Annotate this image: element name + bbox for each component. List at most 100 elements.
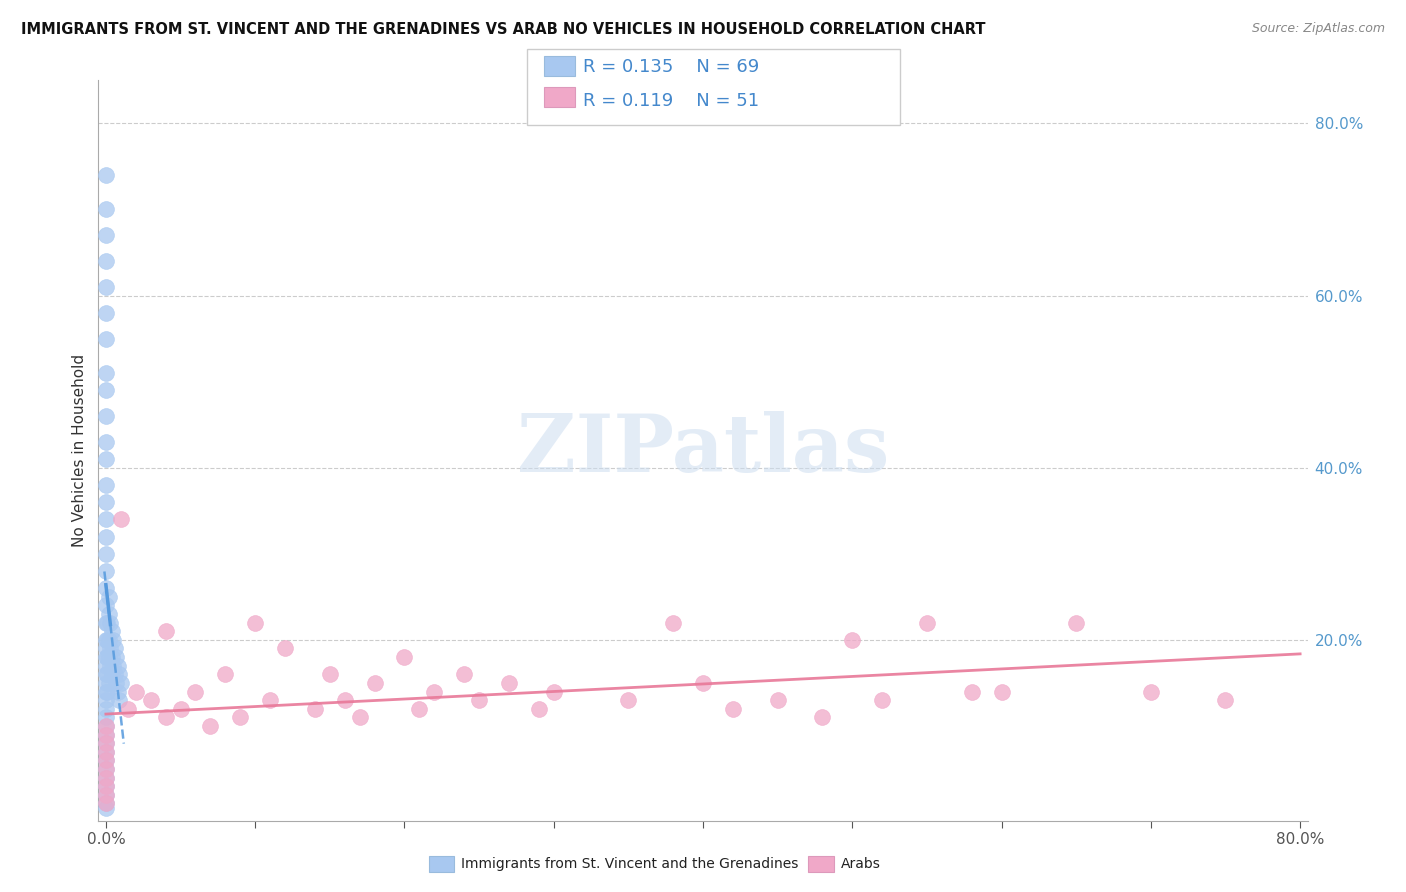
Point [94,771,117,785]
Point [101,624,124,639]
Point [333,693,356,707]
Point [94,702,117,716]
Point [94,727,117,741]
Text: Immigrants from St. Vincent and the Grenadines: Immigrants from St. Vincent and the Gren… [461,857,799,871]
Text: IMMIGRANTS FROM ST. VINCENT AND THE GRENADINES VS ARAB NO VEHICLES IN HOUSEHOLD : IMMIGRANTS FROM ST. VINCENT AND THE GREN… [21,22,986,37]
Point [94,650,117,665]
Point [94,762,117,776]
Point [96,684,118,698]
Point [94,788,117,802]
Point [139,693,162,707]
Point [990,684,1012,698]
Point [94,409,117,423]
Point [103,658,125,673]
Point [94,779,117,793]
Point [103,632,125,647]
Text: ZIPatlas: ZIPatlas [517,411,889,490]
Point [94,762,117,776]
Point [94,797,117,811]
Point [94,771,117,785]
Point [259,693,281,707]
Point [274,641,297,656]
Point [408,702,430,716]
Point [304,702,326,716]
Point [101,650,124,665]
Point [94,530,117,544]
Point [94,779,117,793]
Point [94,452,117,467]
Point [94,168,117,182]
Point [101,667,124,681]
Point [94,366,117,380]
Point [94,801,117,815]
Point [692,676,714,690]
Point [811,710,834,724]
Point [94,202,117,217]
Point [94,676,117,690]
Point [108,667,131,681]
Point [870,693,893,707]
Point [617,693,640,707]
Point [104,641,127,656]
Point [214,667,236,681]
Point [543,684,565,698]
Point [96,615,118,630]
Point [94,599,117,613]
Point [97,650,120,665]
Point [110,676,132,690]
Point [94,753,117,767]
Point [94,797,117,811]
Point [105,676,128,690]
Point [960,684,983,698]
Point [94,658,117,673]
Point [319,667,342,681]
Point [94,306,117,320]
Point [94,495,117,509]
Point [229,710,252,724]
Point [94,727,117,741]
Point [200,719,222,733]
Point [108,693,131,707]
Point [94,641,117,656]
Point [97,607,120,621]
Point [110,512,132,526]
Point [96,632,118,647]
Text: Source: ZipAtlas.com: Source: ZipAtlas.com [1251,22,1385,36]
Point [662,615,685,630]
Point [107,684,129,698]
Point [423,684,446,698]
Point [94,434,117,449]
Point [766,693,789,707]
Point [94,228,117,243]
Point [98,615,121,630]
Point [155,624,177,639]
Point [468,693,491,707]
Point [1140,684,1163,698]
Point [97,676,120,690]
Point [155,710,177,724]
Text: R = 0.119    N = 51: R = 0.119 N = 51 [583,92,759,110]
Point [94,788,117,802]
Point [94,332,117,346]
Y-axis label: No Vehicles in Household: No Vehicles in Household [72,354,87,547]
Point [125,684,148,698]
Point [97,590,120,604]
Point [94,254,117,268]
Point [94,667,117,681]
Point [349,710,371,724]
Point [94,280,117,294]
Point [94,684,117,698]
Point [243,615,266,630]
Point [94,581,117,595]
Point [94,753,117,767]
Point [94,632,117,647]
Point [721,702,744,716]
Point [96,650,118,665]
Point [94,745,117,759]
Point [94,736,117,750]
Point [527,702,550,716]
Point [453,667,475,681]
Point [94,478,117,492]
Point [96,667,118,681]
Point [363,676,385,690]
